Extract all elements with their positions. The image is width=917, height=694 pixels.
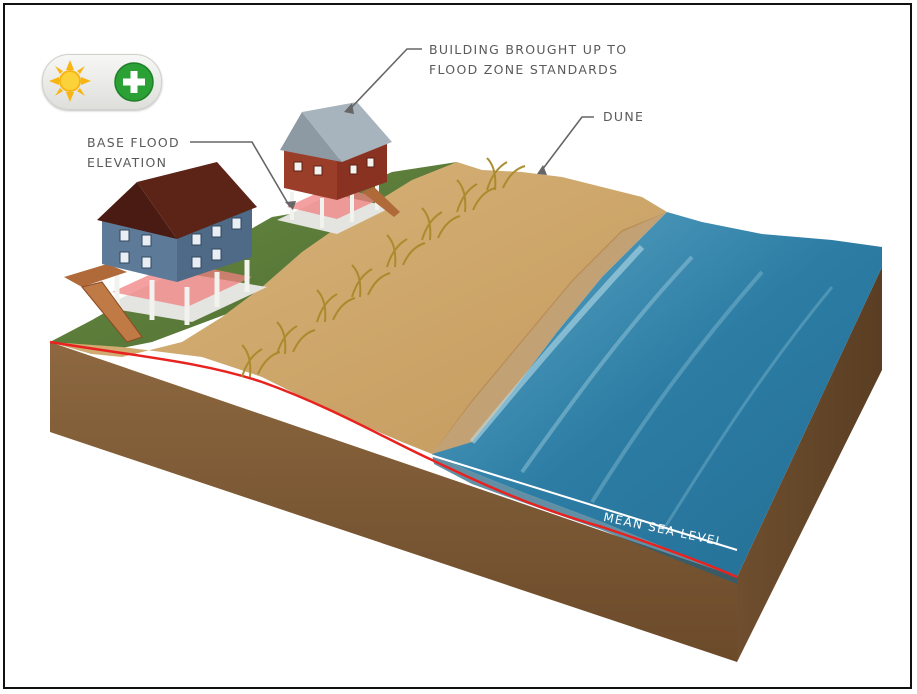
soil-front-face bbox=[50, 342, 737, 662]
plus-circle-icon[interactable] bbox=[113, 61, 155, 107]
sand-dune bbox=[50, 162, 667, 454]
mean-sea-level-line bbox=[426, 453, 738, 551]
dune-grass bbox=[241, 157, 526, 378]
elevated-house-blue bbox=[64, 162, 267, 343]
illustration-frame: BUILDING BROUGHT UP TO FLOOD ZONE STANDA… bbox=[3, 3, 912, 689]
flood-zone-highlight bbox=[287, 186, 382, 219]
ground-profile-line bbox=[49, 340, 738, 579]
base-flood-label-line2: ELEVATION bbox=[87, 155, 168, 170]
dune-label: DUNE bbox=[603, 109, 645, 124]
sun-icon[interactable] bbox=[47, 58, 93, 108]
wave-streak bbox=[660, 286, 834, 533]
wave-streak bbox=[520, 255, 694, 474]
ocean-front-edge bbox=[432, 454, 737, 584]
ocean bbox=[432, 212, 882, 577]
building-label-line1: BUILDING BROUGHT UP TO bbox=[429, 42, 628, 57]
building-label-line2: FLOOD ZONE STANDARDS bbox=[429, 62, 619, 77]
wave-streak bbox=[469, 244, 645, 444]
elevated-house-red bbox=[277, 102, 400, 234]
base-flood-label-line1: BASE FLOOD bbox=[87, 135, 180, 150]
leader-lines bbox=[190, 48, 594, 208]
soil-side-face bbox=[737, 267, 882, 662]
view-toggle[interactable] bbox=[42, 54, 162, 110]
wave-streak bbox=[590, 270, 764, 504]
coastal-block-diagram bbox=[49, 48, 882, 662]
wet-sand bbox=[432, 212, 667, 457]
